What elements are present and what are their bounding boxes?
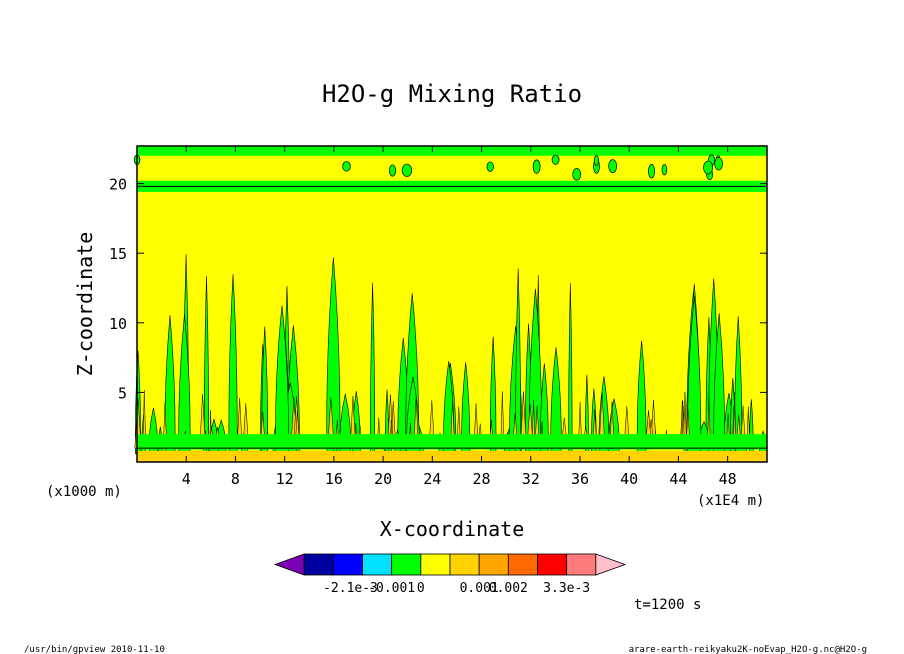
colorbar-cell [595,553,627,576]
colorbar-cell [507,553,538,576]
plume [228,274,238,454]
colorbar-cell [566,553,597,576]
x-unit-right: (x1E4 m) [697,493,764,509]
x-tick-label: 36 [571,470,589,488]
y-tick-label: 15 [109,245,127,263]
colorbar-label: 0.002 [489,581,528,596]
y-tick-label: 10 [109,315,127,333]
colorbar-cell [362,553,393,576]
x-unit-left: (x1000 m) [46,484,122,500]
x-axis: 4 8 12 16 20 24 28 32 36 40 44 48 [182,146,737,488]
x-tick-label: 40 [620,470,638,488]
colorbar-label: -2.1e-3 [323,581,378,596]
colorbar-cell [537,553,568,576]
footer-left: /usr/bin/gpview 2010-11-10 [24,645,165,654]
y-axis: 5 10 15 20 [109,176,767,402]
upper-cell [593,155,599,167]
surface-layer [137,450,767,462]
upper-cell [486,161,494,172]
colorbar-cell [273,553,305,576]
x-tick-label: 28 [473,470,491,488]
y-tick-label: 20 [109,176,127,194]
boundary-moist-band [137,434,767,450]
upper-cell [532,159,541,174]
x-tick-label: 44 [669,470,687,488]
colorbar-cell [332,553,363,576]
plume [687,295,702,454]
colorbar-cell [449,553,480,576]
y-axis-label: Z-coordinate [73,232,97,377]
upper-cell [648,164,656,179]
top-moist-band [137,146,767,156]
plume [275,305,289,454]
chart-title: H2O-g Mixing Ratio [322,80,582,108]
upper-cell [572,168,582,181]
colorbar-cell [478,553,509,576]
x-axis-label: X-coordinate [380,517,525,541]
x-tick-label: 32 [522,470,540,488]
colorbar-label: -0.001 [368,581,415,596]
colorbar-label: 3.3e-3 [543,581,590,596]
x-tick-label: 12 [276,470,294,488]
colorbar-cell [391,553,422,576]
plot-area [133,145,768,463]
colorbar-cell [420,553,451,576]
colorbar [273,553,627,576]
y-tick-label: 5 [118,384,127,402]
colorbar-label: 0.001 [460,581,499,596]
plume [713,313,725,454]
contour-fill-layer [133,146,768,462]
plume [550,347,562,454]
upper-cell [714,157,723,171]
plume [515,268,522,454]
upper-cell [608,159,618,174]
plume [326,257,341,454]
footer-right: arare-earth-reikyaku2K-noEvap_H2O-g.nc@H… [629,645,867,654]
plume [568,283,573,454]
plume [370,282,376,454]
x-tick-label: 4 [182,470,191,488]
upper-cell [389,164,396,177]
plume [636,340,647,454]
upper-cell [661,164,668,176]
x-tick-label: 16 [325,470,343,488]
x-tick-label: 24 [423,470,441,488]
upper-cell [401,163,413,177]
plume [178,314,191,454]
upper-cell [342,161,351,172]
plume [203,276,210,454]
upper-cell [551,154,560,165]
x-tick-label: 8 [231,470,240,488]
plot-frame [136,145,768,463]
plume [461,362,471,454]
upper-cell [703,160,714,175]
colorbar-cell [303,553,334,576]
colorbar-label: 0 [417,581,425,596]
x-tick-label: 48 [719,470,737,488]
x-tick-label: 20 [374,470,392,488]
time-label: t=1200 s [634,597,701,613]
